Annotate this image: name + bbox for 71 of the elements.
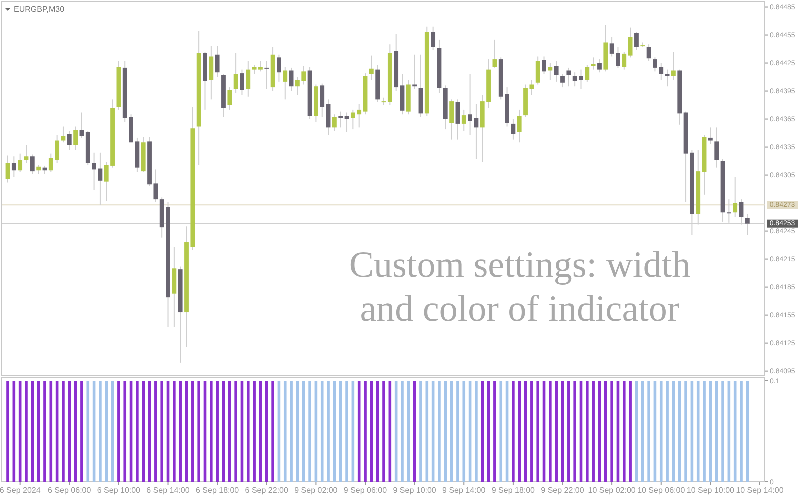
candlestick xyxy=(228,87,232,110)
candlestick xyxy=(511,118,516,140)
candlestick xyxy=(209,46,214,100)
candlestick xyxy=(283,66,288,100)
candlestick xyxy=(462,109,466,132)
candlestick xyxy=(12,156,16,178)
candlestick xyxy=(240,69,244,96)
candlestick xyxy=(264,60,270,90)
candlestick xyxy=(246,60,251,98)
candlestick xyxy=(61,126,66,144)
candlestick xyxy=(665,69,670,88)
x-tick-label: 9 Sep 22:00 xyxy=(541,486,585,495)
candlestick xyxy=(708,127,713,145)
candlestick xyxy=(492,39,498,68)
candlestick xyxy=(67,130,72,151)
x-tick-label: 10 Sep 06:00 xyxy=(638,486,686,495)
candlestick xyxy=(456,99,460,140)
candlestick xyxy=(289,67,294,92)
x-tick-label: 6 Sep 18:00 xyxy=(196,486,240,495)
candlestick xyxy=(320,83,325,118)
candlestick xyxy=(560,74,565,88)
x-tick-label: 9 Sep 14:00 xyxy=(442,486,486,495)
x-tick-label: 10 Sep 14:00 xyxy=(736,486,784,495)
candlestick xyxy=(585,64,590,82)
x-tick-label: 9 Sep 06:00 xyxy=(344,486,388,495)
x-tick-label: 9 Sep 18:00 xyxy=(492,486,536,495)
candlestick xyxy=(450,99,454,140)
candlestick xyxy=(234,52,238,94)
x-tick-label: 10 Sep 10:00 xyxy=(686,486,736,495)
annotation: Custom settings: width and color of indicator xyxy=(349,245,692,330)
candlestick xyxy=(733,176,738,218)
candlestick xyxy=(431,26,436,51)
candlestick xyxy=(344,112,350,133)
candlestick xyxy=(18,153,23,173)
x-tick-label: 9 Sep 10:00 xyxy=(393,486,437,495)
candlestick xyxy=(536,56,540,86)
candlestick xyxy=(468,74,472,136)
candlestick xyxy=(672,52,676,81)
candlestick xyxy=(369,55,374,81)
x-tick-label: 9 Sep 02:00 xyxy=(294,486,338,495)
candlestick xyxy=(98,152,103,206)
candlestick xyxy=(326,99,331,136)
candlestick xyxy=(74,126,78,151)
candlestick xyxy=(542,56,546,75)
candlestick xyxy=(338,111,344,128)
candlestick xyxy=(30,154,35,175)
x-tick-label: 6 Sep 06:00 xyxy=(48,486,92,495)
chart-title: EURGBP,M30 xyxy=(14,5,66,14)
candlestick xyxy=(628,27,633,58)
candlestick xyxy=(591,57,596,70)
candlestick xyxy=(598,59,602,74)
candlestick xyxy=(566,67,572,88)
candlestick xyxy=(92,152,96,191)
x-tick-label: 6 Sep 10:00 xyxy=(97,486,142,495)
candlestick xyxy=(277,54,282,82)
candlestick xyxy=(517,109,522,144)
x-tick-label: 6 Sep 2024 xyxy=(0,486,42,495)
candlestick xyxy=(412,54,418,90)
candlestick xyxy=(24,144,29,164)
x-tick-label: 6 Sep 14:00 xyxy=(146,486,190,495)
candlestick xyxy=(36,164,42,175)
candlestick xyxy=(548,62,553,81)
candlestick xyxy=(634,32,639,51)
candlestick xyxy=(6,155,10,184)
candlestick xyxy=(554,60,559,82)
x-tick-label: 6 Sep 22:00 xyxy=(245,486,290,495)
candlestick xyxy=(714,127,720,168)
x-tick-label: 10 Sep 02:00 xyxy=(588,486,636,495)
candlestick xyxy=(332,114,337,132)
candlestick xyxy=(215,46,220,78)
candlestick xyxy=(622,52,627,70)
